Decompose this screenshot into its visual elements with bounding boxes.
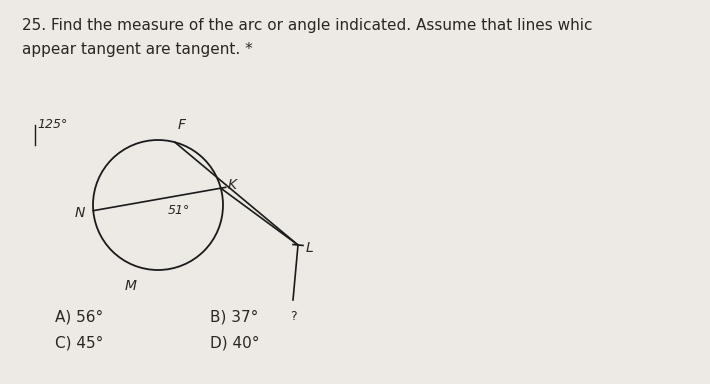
Text: ?: ? bbox=[290, 310, 296, 323]
Text: L: L bbox=[306, 241, 314, 255]
Text: appear tangent are tangent. *: appear tangent are tangent. * bbox=[22, 42, 253, 57]
Text: F: F bbox=[178, 118, 186, 132]
Text: 51°: 51° bbox=[168, 204, 190, 217]
Text: K: K bbox=[228, 178, 237, 192]
Text: B) 37°: B) 37° bbox=[210, 310, 258, 325]
Text: M: M bbox=[125, 279, 137, 293]
Text: 125°: 125° bbox=[38, 119, 68, 131]
Text: A) 56°: A) 56° bbox=[55, 310, 103, 325]
Text: D) 40°: D) 40° bbox=[210, 335, 259, 350]
Text: 25. Find the measure of the arc or angle indicated. Assume that lines whic: 25. Find the measure of the arc or angle… bbox=[22, 18, 593, 33]
Text: N: N bbox=[75, 206, 85, 220]
Text: C) 45°: C) 45° bbox=[55, 335, 104, 350]
